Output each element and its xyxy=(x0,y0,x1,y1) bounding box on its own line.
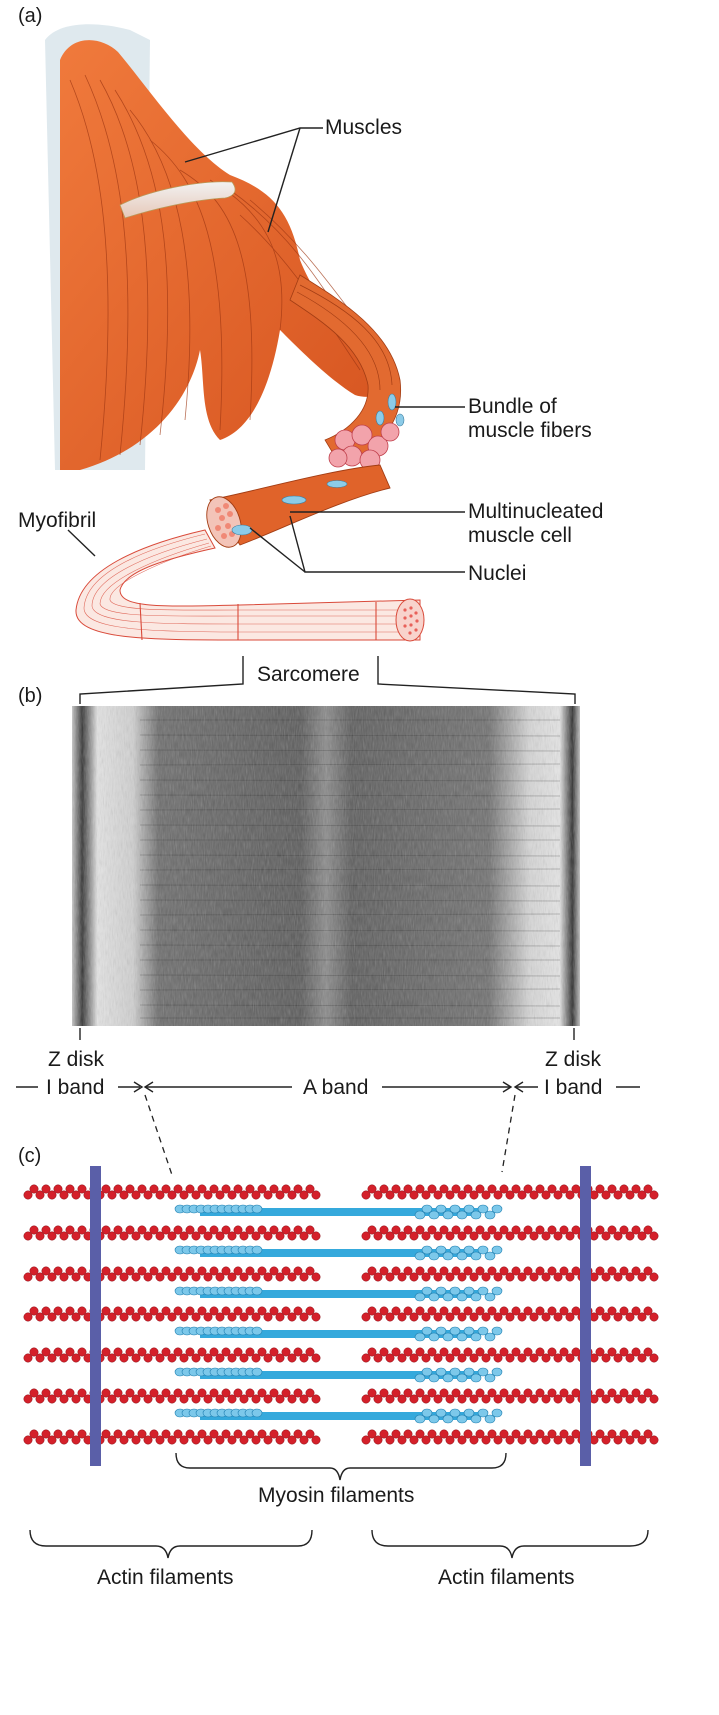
leader-lines-a xyxy=(67,127,576,704)
panel-label-b: (b) xyxy=(18,685,42,707)
label-multinucleated-1: Multinucleated xyxy=(468,500,603,523)
label-muscles: Muscles xyxy=(325,116,402,139)
actin-filament xyxy=(361,1306,659,1322)
label-bundle-1: Bundle of xyxy=(468,395,557,418)
actin-filament xyxy=(361,1388,659,1404)
actin-filament xyxy=(361,1429,659,1445)
myosin-filament xyxy=(174,1286,503,1302)
label-nuclei: Nuclei xyxy=(468,562,526,585)
myosin-filament xyxy=(174,1245,503,1261)
myosin-filament xyxy=(174,1326,503,1342)
leader-lines-b xyxy=(16,1028,640,1176)
label-i-band-right: I band xyxy=(544,1076,602,1099)
label-myosin-filaments: Myosin filaments xyxy=(258,1484,414,1507)
label-sarcomere: Sarcomere xyxy=(257,663,360,686)
label-z-disk-right: Z disk xyxy=(545,1048,602,1071)
myosin-filament xyxy=(174,1408,503,1424)
actin-filament xyxy=(361,1266,659,1282)
sarcomere-model xyxy=(23,1166,659,1466)
label-multinucleated-2: muscle cell xyxy=(468,524,572,547)
myosin-filaments xyxy=(174,1204,503,1424)
panel-label-c: (c) xyxy=(18,1145,41,1167)
label-actin-left: Actin filaments xyxy=(97,1566,234,1589)
actin-filament xyxy=(23,1225,321,1241)
label-actin-right: Actin filaments xyxy=(438,1566,575,1589)
actin-filament xyxy=(23,1388,321,1404)
muscle-illustration xyxy=(45,24,405,471)
actin-filament xyxy=(23,1184,321,1200)
actin-filament xyxy=(361,1347,659,1363)
actin-filament xyxy=(361,1184,659,1200)
label-myofibril: Myofibril xyxy=(18,509,96,532)
label-i-band-left: I band xyxy=(46,1076,104,1099)
actin-filament xyxy=(23,1347,321,1363)
actin-filament xyxy=(23,1429,321,1445)
actin-filaments xyxy=(23,1184,659,1445)
z-disk-right-bar xyxy=(580,1166,591,1466)
label-a-band: A band xyxy=(303,1076,368,1099)
brackets-c xyxy=(29,1452,649,1559)
label-z-disk-left: Z disk xyxy=(48,1048,105,1071)
electron-micrograph xyxy=(72,706,580,1026)
panel-label-a: (a) xyxy=(18,5,42,27)
myosin-filament xyxy=(174,1367,503,1383)
myofibril xyxy=(75,529,425,642)
z-disk-left-bar xyxy=(90,1166,101,1466)
muscle-cell xyxy=(206,464,391,548)
actin-filament xyxy=(361,1225,659,1241)
actin-filament xyxy=(23,1306,321,1322)
myosin-filament xyxy=(174,1204,503,1220)
label-bundle-2: muscle fibers xyxy=(468,419,592,442)
actin-filament xyxy=(23,1266,321,1282)
